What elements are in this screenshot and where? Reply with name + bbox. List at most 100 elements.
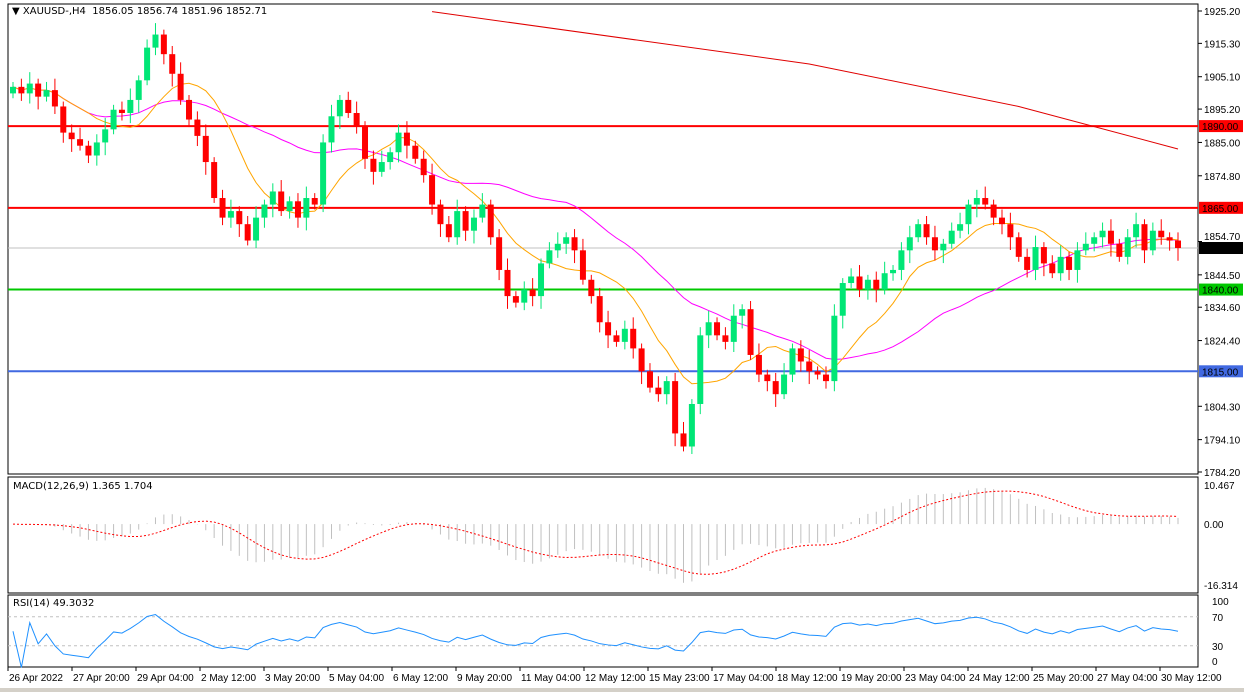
macd-tick-label: 0.00: [1204, 520, 1224, 531]
time-tick-label: 3 May 20:00: [265, 673, 320, 684]
candle-body: [160, 34, 167, 55]
level-tag: [1199, 283, 1243, 296]
candle-body: [1066, 256, 1073, 270]
candle-body: [538, 263, 545, 297]
candle-body: [445, 224, 452, 238]
candle-body: [638, 348, 645, 372]
candle-body: [1091, 237, 1098, 244]
candle-body: [521, 289, 528, 303]
candle-body: [278, 191, 285, 212]
candle-body: [1099, 230, 1106, 238]
candle-body: [1116, 243, 1123, 257]
candle-body: [688, 403, 695, 447]
time-tick-label: 9 May 20:00: [457, 673, 512, 684]
candle-body: [93, 142, 100, 156]
level-tag-label: 1840.00: [1202, 286, 1239, 297]
candle-body: [479, 204, 486, 218]
candle-body: [110, 109, 117, 130]
candle-body: [512, 296, 519, 303]
candle-body: [789, 348, 796, 375]
candle-body: [747, 309, 754, 355]
candle-body: [370, 158, 377, 172]
time-tick-label: 18 May 12:00: [777, 673, 838, 684]
price-tick-label: 1824.40: [1204, 337, 1241, 348]
macd-tick-label: 10.467: [1204, 481, 1235, 492]
candle-body: [429, 175, 436, 205]
time-tick-label: 27 May 04:00: [1097, 673, 1158, 684]
candle-body: [948, 230, 955, 244]
candle-body: [906, 237, 913, 251]
rsi-tick-label: 0: [1212, 657, 1218, 668]
candle-body: [504, 269, 511, 297]
candle-body: [169, 54, 176, 74]
candle-body: [496, 237, 503, 270]
candle-body: [714, 322, 721, 336]
candle-body: [856, 276, 863, 290]
macd-tick-label: -16.314: [1204, 581, 1238, 592]
candle-body: [462, 211, 469, 231]
rsi-line: [12, 614, 1179, 668]
level-tag-label: 1815.00: [1202, 367, 1239, 378]
time-tick-label: 24 May 12:00: [969, 673, 1030, 684]
time-tick-label: 27 Apr 20:00: [73, 673, 130, 684]
candle-body: [320, 142, 327, 205]
candle-body: [839, 283, 846, 316]
candle-body: [118, 109, 125, 114]
time-tick-label: 30 May 12:00: [1161, 673, 1222, 684]
candle-body: [211, 162, 218, 199]
candle-body: [1082, 243, 1089, 251]
candle-body: [437, 204, 444, 225]
candle-body: [772, 381, 779, 395]
current-price-tag: [1199, 242, 1243, 255]
bottom-bar: [0, 688, 1244, 692]
candle-body: [588, 279, 595, 297]
candle-body: [554, 243, 561, 251]
current-price-label: 1852.71: [1202, 244, 1239, 255]
candle-body: [18, 86, 25, 94]
macd-panel: [7, 476, 1199, 594]
candle-body: [596, 296, 603, 323]
candle-body: [755, 354, 762, 375]
candle-body: [127, 99, 134, 114]
candle-body: [563, 237, 570, 244]
time-tick-label: 17 May 04:00: [713, 673, 774, 684]
candle-body: [236, 211, 243, 225]
time-tick-label: 12 May 12:00: [585, 673, 646, 684]
time-tick-label: 26 Apr 2022: [9, 673, 63, 684]
candle-body: [806, 361, 813, 372]
candle-body: [261, 204, 268, 218]
candle-body: [194, 119, 201, 136]
candle-body: [613, 335, 620, 342]
candle-body: [831, 315, 838, 382]
price-tick-label: 1885.00: [1204, 138, 1241, 149]
candle-body: [864, 279, 871, 290]
candle-body: [697, 335, 704, 404]
candle-body: [579, 250, 586, 280]
collapse-triangle-icon[interactable]: ▼: [12, 6, 23, 17]
candle-body: [797, 348, 804, 362]
candle-body: [43, 90, 50, 97]
price-tick-label: 1915.30: [1204, 39, 1241, 50]
candle-body: [470, 217, 477, 231]
candle-body: [1175, 240, 1181, 249]
candle-body: [152, 34, 159, 48]
candle-body: [915, 224, 922, 238]
candle-body: [35, 83, 42, 97]
candle-body: [77, 139, 84, 146]
candle-body: [328, 116, 335, 143]
candle-body: [227, 211, 234, 218]
candle-body: [51, 90, 58, 107]
price-tick-label: 1895.20: [1204, 105, 1241, 116]
candle-body: [646, 371, 653, 388]
candle-body: [1124, 237, 1131, 257]
rsi-panel: [7, 594, 1199, 668]
candle-body: [244, 224, 251, 241]
candle-body: [1057, 256, 1064, 274]
candle-body: [705, 322, 712, 336]
candle-body: [202, 135, 209, 163]
candle-body: [487, 204, 494, 238]
candle-body: [395, 132, 402, 153]
candle-body: [1040, 247, 1047, 264]
candle-body: [1107, 230, 1114, 244]
